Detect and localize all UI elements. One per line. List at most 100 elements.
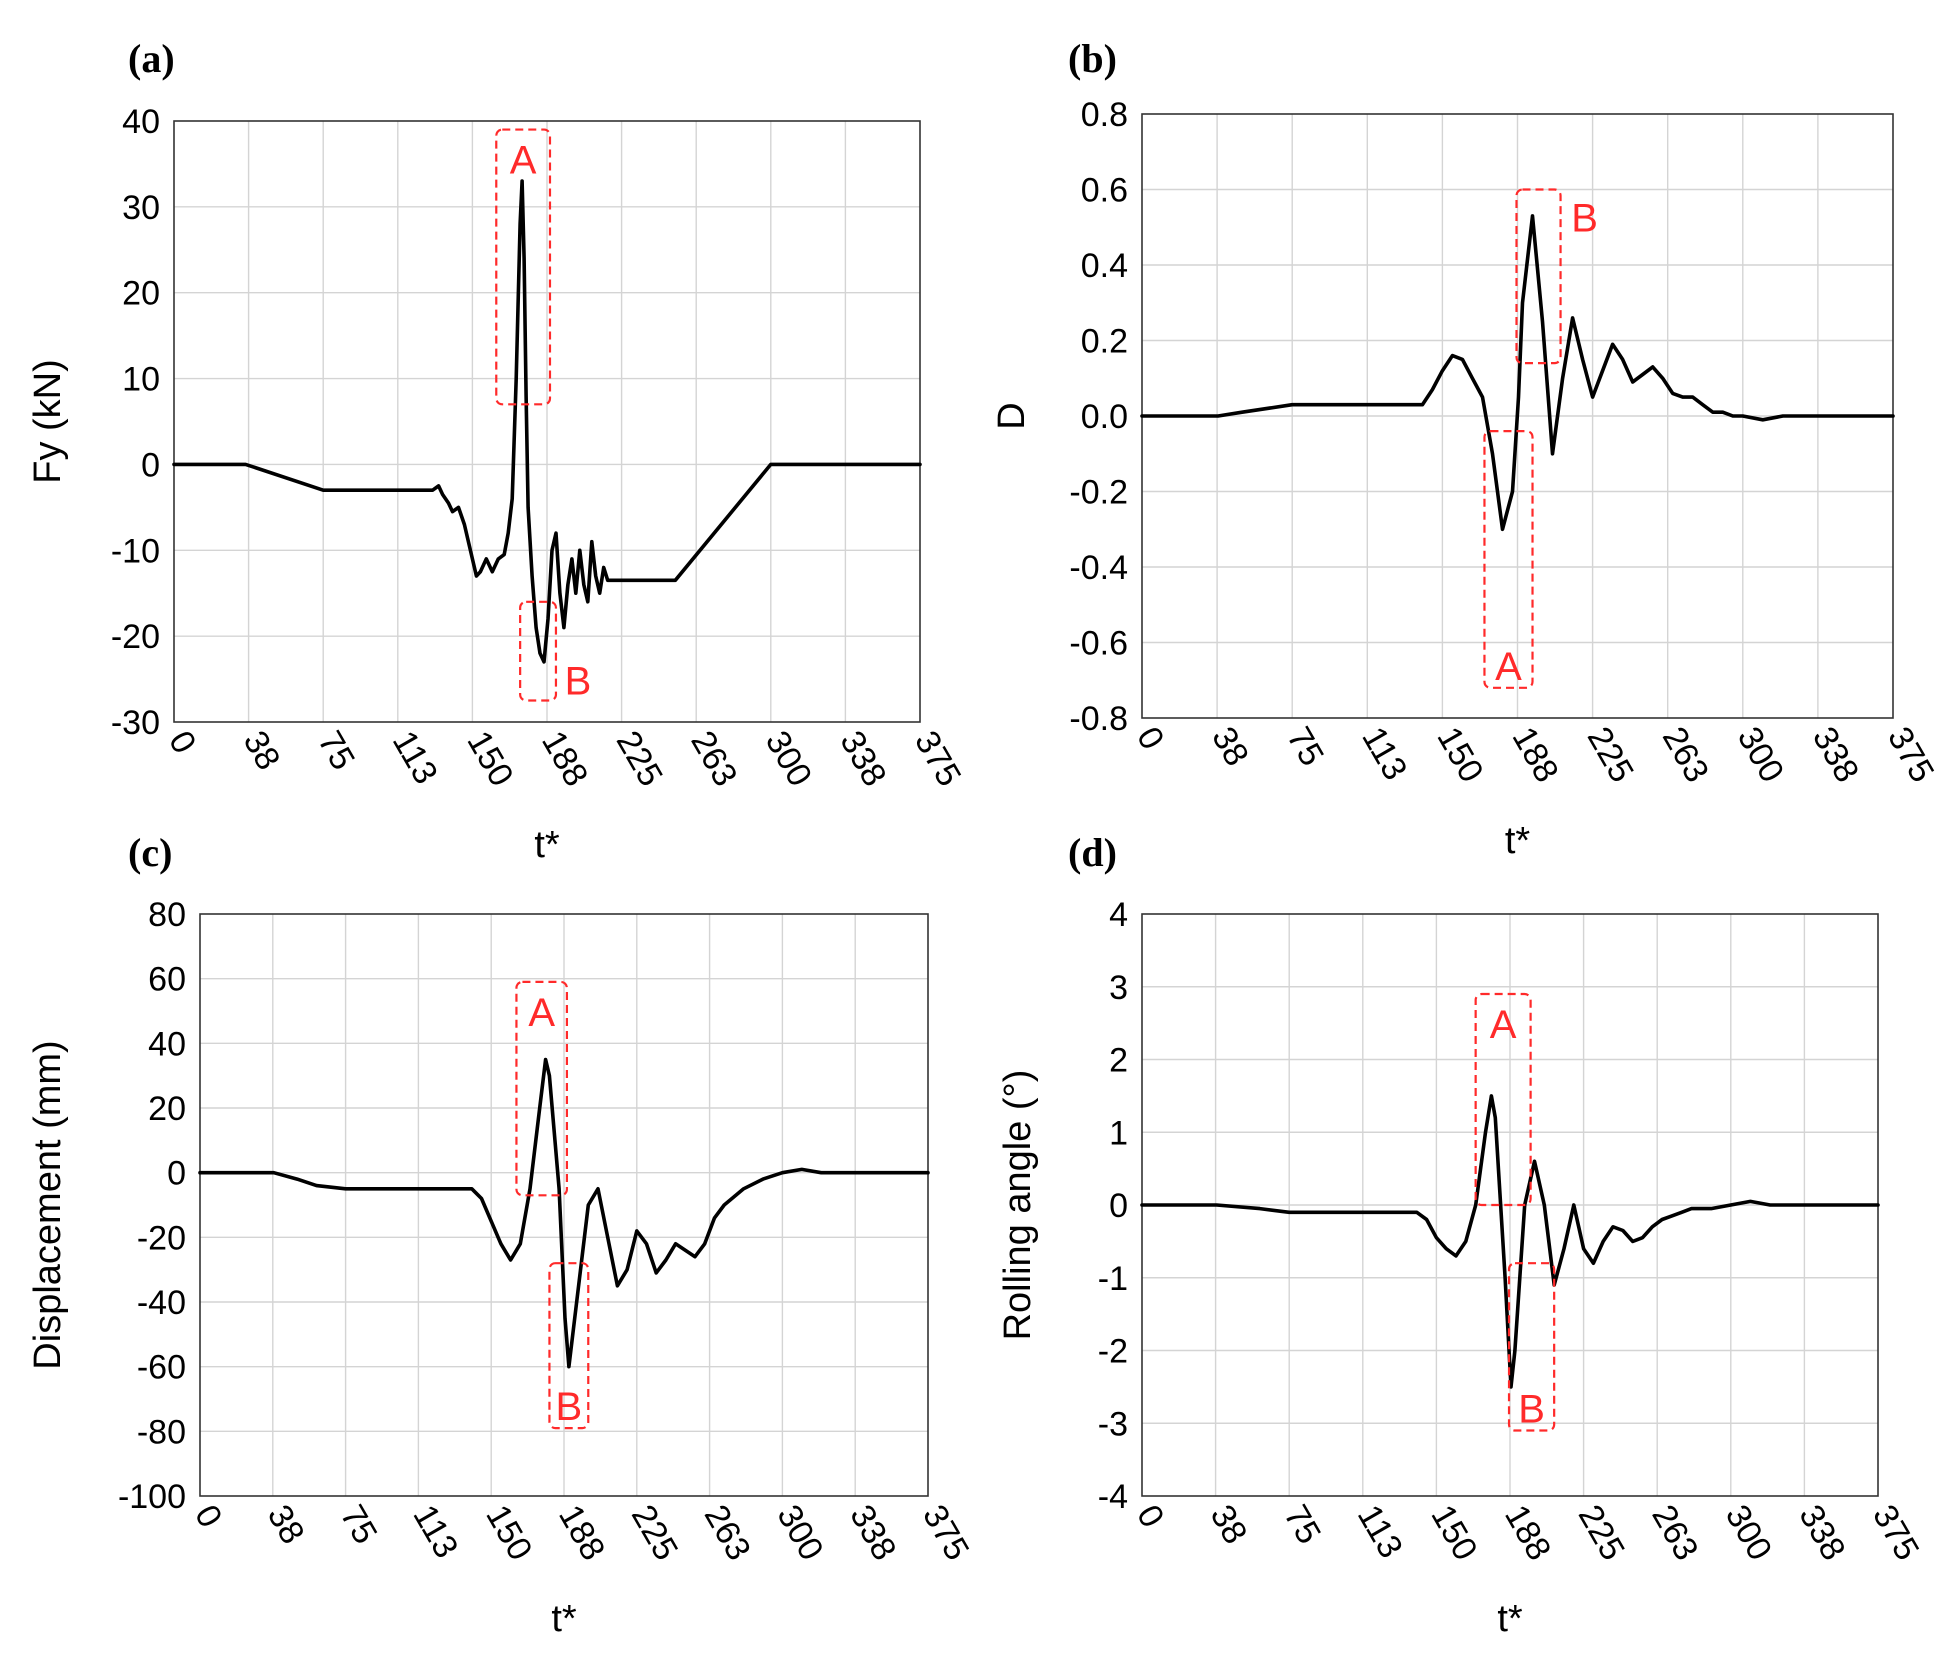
annotation-box-a [1483, 430, 1534, 689]
annotation-label-b: B [1518, 1388, 1545, 1432]
y-tick-label: 0 [167, 1155, 186, 1193]
y-tick-label: 0.2 [1081, 323, 1128, 361]
y-tick-label: 3 [1109, 969, 1128, 1007]
x-axis-title: t* [1497, 1598, 1523, 1640]
y-tick-label: -80 [137, 1413, 186, 1451]
y-tick-label: -30 [111, 704, 160, 742]
x-tick-label: 38 [236, 725, 288, 777]
y-axis-title: D [991, 402, 1033, 429]
x-tick-label: 263 [683, 725, 744, 793]
x-tick-label: 188 [1497, 1499, 1558, 1567]
panel-label: (b) [1068, 36, 1117, 81]
y-tick-label: 0.0 [1081, 398, 1128, 436]
x-tick-label: 113 [385, 725, 445, 791]
y-tick-label: -20 [111, 618, 160, 656]
y-tick-label: -0.4 [1069, 549, 1128, 587]
x-tick-label: 300 [758, 725, 819, 793]
annotation-label-b: B [556, 1385, 583, 1429]
x-tick-label: 150 [1429, 721, 1490, 789]
annotation-label-a: A [510, 139, 537, 183]
y-tick-label: 20 [122, 275, 160, 313]
x-tick-label: 75 [333, 1499, 385, 1551]
x-axis-title: t* [534, 824, 560, 866]
y-tick-label: 80 [148, 896, 186, 934]
x-tick-label: 300 [1718, 1499, 1779, 1567]
y-tick-label: 0 [1109, 1187, 1128, 1225]
x-tick-label: 263 [1655, 721, 1716, 789]
x-tick-label: 375 [1865, 1499, 1926, 1567]
chart-panel-3: (c) 0 38 75 113 150 188 225 263 300 338 375 80 60 40 20… [27, 830, 976, 1640]
x-tick-label: 188 [1505, 721, 1566, 789]
x-tick-label: 75 [310, 725, 362, 777]
annotation-box-a [495, 128, 552, 406]
y-tick-label: 1 [1109, 1114, 1128, 1152]
plot-frame [173, 120, 921, 723]
x-axis-title: t* [1505, 820, 1531, 862]
x-tick-label: 113 [1354, 721, 1414, 787]
panel-label: (c) [128, 830, 172, 875]
panel-label: (d) [1068, 830, 1117, 875]
y-tick-label: -2 [1098, 1333, 1128, 1371]
y-tick-label: 40 [148, 1025, 186, 1063]
y-tick-label: 60 [148, 961, 186, 999]
x-tick-label: 375 [1880, 721, 1941, 789]
x-tick-label: 375 [915, 1499, 976, 1567]
y-tick-label: -3 [1098, 1405, 1128, 1443]
x-tick-label: 338 [842, 1499, 903, 1567]
x-tick-label: 300 [769, 1499, 830, 1567]
panel-label: (a) [128, 36, 175, 81]
y-tick-label: -40 [137, 1284, 186, 1322]
x-tick-label: 150 [459, 725, 520, 793]
x-tick-label: 75 [1276, 1499, 1328, 1551]
y-tick-label: 4 [1109, 896, 1128, 934]
x-tick-label: 225 [624, 1499, 685, 1567]
y-axis-title: Displacement (mm) [27, 1040, 69, 1369]
x-tick-label: 38 [260, 1499, 312, 1551]
y-tick-label: -60 [137, 1349, 186, 1387]
x-tick-label: 113 [405, 1499, 465, 1565]
annotation-box-b [548, 1262, 590, 1430]
series-line-rolling-angle [1140, 1094, 1880, 1389]
x-tick-label: 113 [1350, 1499, 1410, 1565]
y-axis-title: Fy (kN) [27, 359, 69, 484]
x-tick-label: 300 [1730, 721, 1791, 789]
x-tick-label: 225 [1571, 1499, 1632, 1567]
x-tick-label: 338 [1805, 721, 1866, 789]
y-axis-title: Rolling angle (°) [997, 1070, 1039, 1341]
x-tick-label: 150 [478, 1499, 539, 1567]
annotation-label-b: B [1571, 197, 1598, 241]
x-tick-label: 38 [1204, 721, 1256, 773]
y-tick-label: -0.2 [1069, 474, 1128, 512]
x-tick-label: 38 [1203, 1499, 1255, 1551]
x-tick-label: 0 [1129, 721, 1171, 756]
chart-panel-2: (b) 0 38 75 113 150 188 225 263 300 338 375 0.8 0.6 0.… [991, 36, 1941, 862]
y-tick-label: 10 [122, 361, 160, 399]
y-tick-label: 0.4 [1081, 247, 1128, 285]
annotation-label-a: A [1490, 1003, 1517, 1047]
x-tick-label: 75 [1279, 721, 1331, 773]
annotation-box-b [1507, 1262, 1556, 1432]
y-tick-label: 30 [122, 189, 160, 227]
annotation-label-b: B [565, 660, 592, 704]
y-tick-label: -0.6 [1069, 625, 1128, 663]
y-tick-label: 0.6 [1081, 172, 1128, 210]
x-tick-label: 0 [187, 1499, 229, 1534]
y-tick-label: 2 [1109, 1042, 1128, 1080]
y-tick-label: -20 [137, 1219, 186, 1257]
series-line-displacement [198, 1057, 930, 1369]
y-tick-label: 0.8 [1081, 96, 1128, 134]
annotation-label-a: A [1495, 645, 1522, 689]
y-tick-label: -1 [1098, 1260, 1128, 1298]
x-tick-label: 263 [1644, 1499, 1705, 1567]
chart-panel-1: (a) 0 38 75 113 150 188 225 263 300 338 375 40 30 20 10… [27, 36, 968, 866]
x-tick-label: 263 [697, 1499, 758, 1567]
y-tick-label: -4 [1098, 1478, 1128, 1516]
x-tick-label: 225 [1580, 721, 1641, 789]
y-tick-label: -0.8 [1069, 700, 1128, 738]
x-tick-label: 225 [609, 725, 670, 793]
series-line-d [1140, 214, 1895, 532]
x-tick-label: 338 [832, 725, 893, 793]
x-tick-label: 0 [161, 725, 203, 760]
x-tick-label: 188 [551, 1499, 612, 1567]
